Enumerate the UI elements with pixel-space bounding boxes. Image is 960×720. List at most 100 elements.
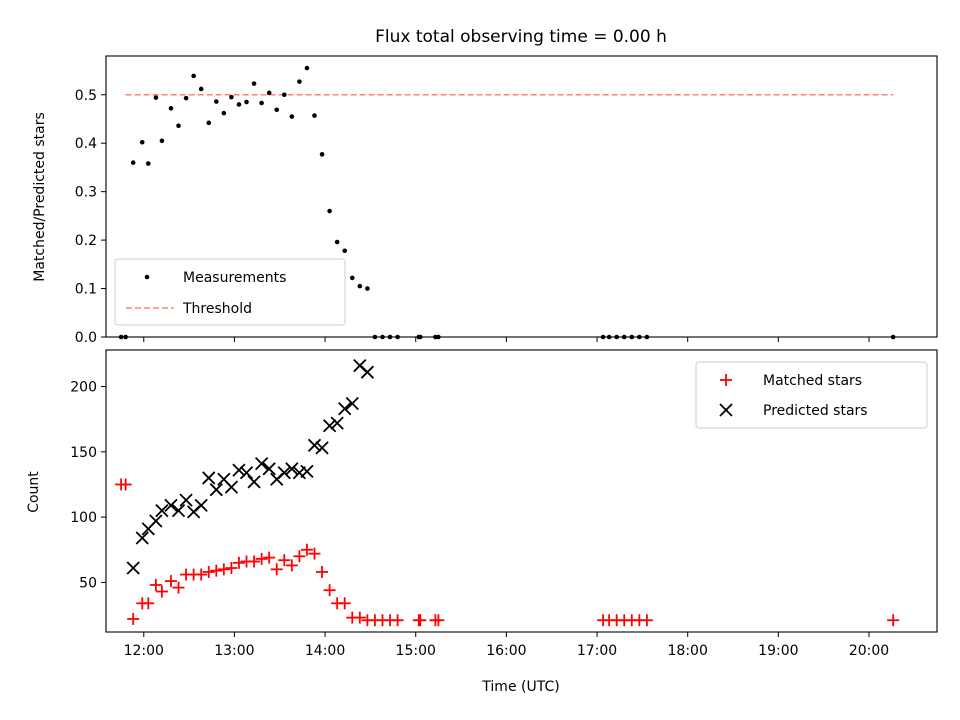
top-y-axis-label: Matched/Predicted stars: [32, 112, 48, 282]
bottom-x-tick-label: 16:00: [486, 643, 526, 659]
predicted-star-point: [232, 463, 246, 477]
predicted-star-point: [262, 462, 276, 476]
predicted-star-point: [224, 480, 239, 494]
matched-star-point: [278, 554, 291, 567]
matched-star-point: [202, 565, 215, 578]
predicted-star-point: [194, 498, 208, 512]
predicted-star-point: [209, 483, 223, 497]
predicted-star-point: [179, 493, 193, 507]
top-y-tick-label: 0.0: [75, 330, 97, 346]
matched-star-point: [155, 585, 168, 598]
measurement-point: [168, 106, 174, 111]
top-y-tick-label: 0.1: [75, 282, 97, 298]
matched-star-point: [210, 564, 223, 577]
legend-measurements-marker: [144, 274, 150, 280]
top-y-tick-label: 0.2: [75, 233, 97, 249]
matched-star-point: [263, 551, 276, 564]
measurement-point: [159, 138, 165, 144]
predicted-star-point: [360, 365, 375, 379]
measurement-point: [334, 239, 340, 245]
matched-star-point: [127, 612, 140, 625]
predicted-star-point: [171, 503, 186, 518]
measurement-point: [244, 99, 249, 105]
predicted-star-point: [322, 419, 337, 433]
measurement-point: [319, 152, 325, 157]
matched-star-point: [316, 565, 329, 578]
top-x-ticks: [143, 337, 870, 342]
measurement-point: [274, 107, 280, 113]
measurement-point: [281, 92, 287, 98]
measurement-point: [266, 90, 272, 96]
top-axes-frame: [105, 55, 938, 338]
predicted-star-point: [239, 466, 254, 480]
matched-star-point: [414, 614, 427, 627]
measurement-point: [153, 95, 159, 100]
measurement-point: [198, 86, 204, 92]
matched-star-point: [293, 550, 306, 563]
measurement-point: [365, 286, 370, 291]
matched-star-point: [164, 575, 177, 588]
bottom-y-axis-label: Count: [26, 471, 42, 513]
bottom-y-tick-label: 100: [70, 510, 97, 526]
predicted-star-point: [345, 396, 359, 411]
predicted-star-point: [126, 561, 140, 575]
measurement-point: [259, 100, 264, 106]
predicted-star-point: [254, 456, 269, 471]
legend-measurements-label: Measurements: [183, 270, 286, 286]
matched-star-point: [887, 614, 900, 627]
measurement-point: [297, 79, 302, 84]
measurement-point: [213, 99, 219, 104]
matched-star-point: [432, 614, 445, 627]
matched-star-point: [353, 611, 366, 624]
matched-star-point: [225, 562, 238, 575]
predicted-star-point: [277, 466, 291, 480]
bottom-x-tick-label: 17:00: [577, 643, 617, 659]
legend-predicted-marker: [719, 403, 733, 417]
top-y-ticks: 0.0 0.1 0.2 0.3 0.4 0.5: [75, 88, 106, 346]
bottom-x-tick-label: 14:00: [305, 643, 345, 659]
bottom-x-tick-label: 20:00: [849, 643, 889, 659]
predicted-star-point: [135, 531, 149, 545]
predicted-star-point: [247, 475, 261, 489]
predicted-star-point: [338, 402, 352, 416]
bottom-x-tick-label: 13:00: [214, 643, 254, 659]
bottom-y-tick-label: 50: [79, 575, 97, 591]
measurement-point: [304, 65, 310, 71]
measurement-point: [327, 208, 332, 214]
matched-star-point: [172, 581, 185, 594]
matched-star-point: [285, 559, 298, 572]
matched-star-point: [640, 614, 653, 627]
bottom-y-ticks: 50 100 150 200: [70, 380, 106, 591]
measurement-point: [183, 95, 189, 101]
matched-star-point: [248, 555, 261, 568]
legend-matched-label: Matched stars: [763, 373, 862, 389]
matched-star-point: [300, 543, 313, 556]
measurement-point: [251, 81, 257, 86]
measurement-point: [146, 161, 151, 166]
bottom-y-tick-label: 150: [70, 445, 97, 461]
measurement-point: [130, 160, 136, 165]
bottom-x-tick-label: 19:00: [758, 643, 798, 659]
predicted-star-point: [285, 462, 299, 476]
matched-star-point: [195, 568, 208, 581]
measurement-point: [289, 114, 295, 119]
matched-star-point: [142, 597, 155, 610]
bottom-legend-box: [695, 361, 928, 429]
matched-star-point: [149, 579, 162, 591]
predicted-star-point: [307, 438, 322, 452]
predicted-star-point: [149, 514, 163, 528]
measurement-point: [342, 248, 348, 254]
legend-predicted-label: Predicted stars: [763, 403, 868, 419]
top-y-tick-label: 0.4: [75, 136, 97, 152]
top-y-tick-label: 0.3: [75, 185, 97, 201]
measurement-point: [139, 139, 145, 145]
measurement-point: [176, 123, 181, 129]
predicted-star-point: [202, 471, 216, 485]
matched-star-point: [338, 597, 351, 610]
predicted-star-point: [330, 416, 344, 430]
bottom-axes-frame: [105, 349, 938, 633]
bottom-legend: Matched stars Predicted stars: [695, 361, 928, 429]
predicted-star-point: [155, 503, 169, 518]
